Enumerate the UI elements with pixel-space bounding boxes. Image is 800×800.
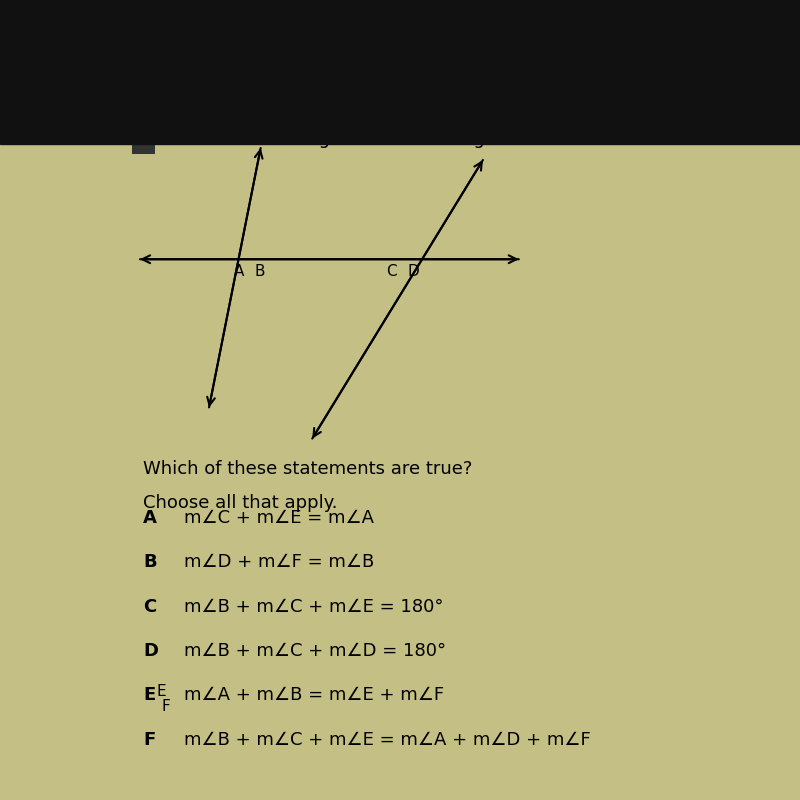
Text: Which of these statements are true?: Which of these statements are true? bbox=[143, 460, 473, 478]
Text: Three intersecting lines form triangle: Three intersecting lines form triangle bbox=[165, 130, 507, 148]
Text: D: D bbox=[407, 264, 419, 279]
Text: as shown below.: as shown below. bbox=[476, 130, 630, 148]
Text: BCE: BCE bbox=[447, 130, 483, 148]
Text: Choose all that apply.: Choose all that apply. bbox=[143, 494, 338, 511]
Text: E: E bbox=[143, 686, 156, 704]
Text: E: E bbox=[157, 685, 166, 699]
Text: A: A bbox=[143, 509, 158, 527]
Text: D: D bbox=[143, 642, 158, 660]
Text: A: A bbox=[234, 264, 245, 279]
Text: F: F bbox=[162, 698, 170, 714]
Text: 4: 4 bbox=[137, 130, 150, 148]
Text: m∠B + m∠C + m∠D = 180°: m∠B + m∠C + m∠D = 180° bbox=[184, 642, 446, 660]
Text: C: C bbox=[143, 598, 157, 616]
Text: B: B bbox=[254, 264, 265, 279]
Text: m∠D + m∠F = m∠B: m∠D + m∠F = m∠B bbox=[184, 554, 374, 571]
Text: m∠B + m∠C + m∠E = m∠A + m∠D + m∠F: m∠B + m∠C + m∠E = m∠A + m∠D + m∠F bbox=[184, 730, 590, 749]
Text: m∠B + m∠C + m∠E = 180°: m∠B + m∠C + m∠E = 180° bbox=[184, 598, 443, 616]
Text: C: C bbox=[386, 264, 397, 279]
Text: m∠C + m∠E = m∠A: m∠C + m∠E = m∠A bbox=[184, 509, 374, 527]
Text: m∠A + m∠B = m∠E + m∠F: m∠A + m∠B = m∠E + m∠F bbox=[184, 686, 444, 704]
Text: B: B bbox=[143, 554, 157, 571]
Text: F: F bbox=[143, 730, 156, 749]
